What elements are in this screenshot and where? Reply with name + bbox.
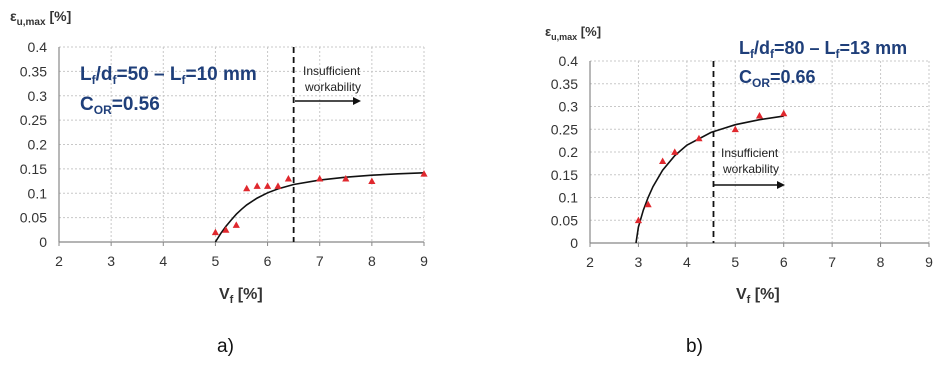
y-tick-label: 0: [570, 235, 578, 251]
grid: [59, 46, 425, 242]
data-point: [659, 157, 667, 164]
data-points: [211, 170, 428, 236]
x-tick-label: 5: [731, 254, 739, 270]
fiber-ratio-annotation: Lf/df=50 – Lf=10 mm: [80, 64, 257, 87]
panel-label-a: a): [217, 336, 234, 357]
data-point: [243, 184, 251, 192]
x-tick-label: 8: [877, 254, 885, 270]
x-tick-label: 9: [420, 253, 428, 269]
y-tick-label: 0.1: [28, 185, 48, 201]
fit-curve-line: [214, 172, 425, 243]
data-point: [780, 109, 788, 117]
y-tick-label: 0.1: [559, 190, 579, 206]
data-point: [274, 182, 282, 189]
x-tick-label: 4: [159, 253, 167, 269]
x-tick-label: 6: [780, 254, 788, 270]
x-tick-label: 9: [925, 254, 933, 270]
y-tick-label: 0.2: [559, 144, 579, 160]
axes: [589, 61, 930, 247]
data-point: [644, 200, 652, 208]
y-tick-label: 0.4: [559, 53, 579, 69]
x-tick-label: 3: [107, 253, 115, 269]
data-point: [342, 175, 350, 182]
x-tick-label: 8: [368, 253, 376, 269]
data-points: [634, 109, 788, 224]
cor-annotation: COR=0.66: [739, 67, 816, 90]
data-point: [253, 182, 261, 189]
x-tick-label: 7: [316, 253, 324, 269]
y-tick-label: 0.05: [551, 212, 578, 228]
workability-label-line2: workability: [722, 162, 779, 176]
data-point: [316, 175, 324, 182]
data-point: [695, 134, 703, 142]
cor-annotation: COR=0.56: [80, 94, 160, 117]
chart-panel-b: 0 0.05 0.1 0.15 0.2 0.25 0.3 0.35 0.4 2 3 4 5 6 7 8 9 εu…: [545, 24, 933, 357]
data-point: [284, 175, 293, 182]
data-point: [222, 226, 230, 233]
y-tick-label: 0.25: [551, 121, 578, 137]
data-point: [211, 228, 220, 236]
y-tick-label: 0.25: [20, 112, 47, 128]
x-axis-label: Vf [%]: [219, 286, 263, 306]
x-tick-label: 2: [586, 254, 594, 270]
y-axis-label: εu,max [%]: [545, 24, 601, 42]
y-tick-label: 0: [39, 234, 47, 250]
x-tick-label: 7: [828, 254, 836, 270]
y-tick-label: 0.2: [28, 137, 48, 153]
workability-arrow: [713, 181, 785, 189]
chart-panel-a: 0 0.05 0.1 0.15 0.2 0.25 0.3 0.35 0.4 2 3 4 5 6 7 8 9 εu…: [10, 8, 428, 357]
data-point: [420, 170, 428, 177]
fit-curve: [214, 172, 425, 243]
fit-curve-line: [635, 115, 784, 244]
axes: [58, 47, 425, 246]
y-tick-label: 0.3: [559, 99, 579, 115]
data-point: [755, 112, 764, 119]
data-point: [671, 148, 679, 155]
y-tick-label: 0.15: [20, 161, 47, 177]
y-tick-label: 0.35: [551, 76, 578, 92]
data-point: [368, 177, 376, 184]
fit-curve: [635, 115, 784, 244]
workability-label-line1: Insufficient: [721, 146, 779, 160]
y-tick-label: 0.05: [20, 210, 47, 226]
x-axis-label: Vf [%]: [736, 286, 780, 306]
y-axis-label: εu,max [%]: [10, 8, 71, 28]
y-tick-label: 0.35: [20, 63, 47, 79]
tick-labels: 0 0.05 0.1 0.15 0.2 0.25 0.3 0.35 0.4 2 3 4 5 6 7 8 9: [20, 39, 428, 269]
data-point: [731, 125, 739, 133]
workability-label-line2: workability: [304, 80, 361, 94]
workability-label-line1: Insufficient: [303, 64, 361, 78]
y-tick-label: 0.4: [28, 39, 48, 55]
grid: [590, 60, 930, 243]
y-tick-label: 0.3: [28, 88, 48, 104]
x-tick-label: 3: [635, 254, 643, 270]
x-tick-label: 5: [212, 253, 220, 269]
data-point: [263, 182, 272, 189]
workability-arrow: [295, 97, 361, 105]
tick-labels: 0 0.05 0.1 0.15 0.2 0.25 0.3 0.35 0.4 2 3 4 5 6 7 8 9: [551, 53, 933, 270]
data-point: [634, 216, 643, 224]
panel-label-b: b): [686, 336, 703, 357]
y-tick-label: 0.15: [551, 167, 578, 183]
x-tick-label: 4: [683, 254, 691, 270]
data-point: [232, 221, 240, 228]
x-tick-label: 6: [264, 253, 272, 269]
fiber-ratio-annotation: Lf/df=80 – Lf=13 mm: [739, 38, 907, 61]
x-tick-label: 2: [55, 253, 63, 269]
